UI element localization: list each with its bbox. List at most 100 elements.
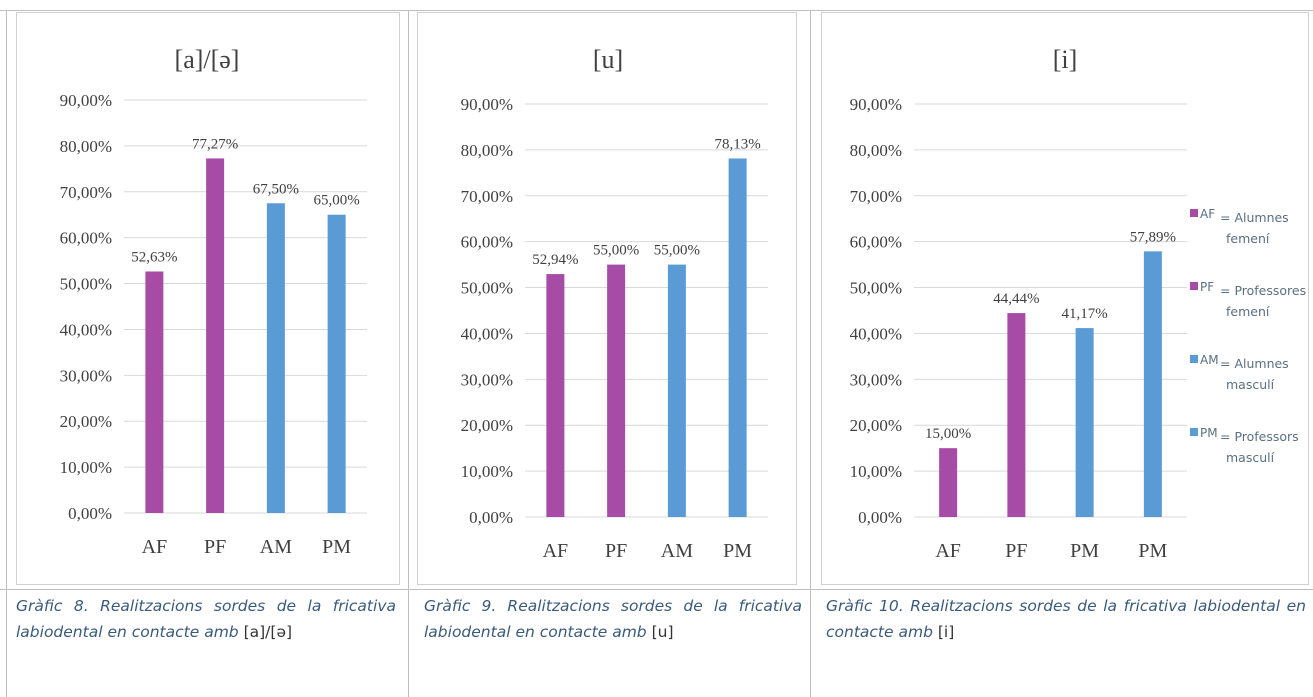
data-label: 65,00% [314,193,360,209]
legend-text: masculí [1226,450,1275,465]
bar [607,264,626,517]
category-label: PF [204,536,226,558]
y-tick-label: 60,00% [60,229,112,248]
y-tick-label: 60,00% [461,233,513,252]
legend-text: = Alumnes [1220,356,1289,371]
legend-code: AM [1200,353,1219,367]
y-tick-label: 10,00% [461,462,513,481]
y-tick-label: 80,00% [850,141,902,160]
legend-code: PM [1200,426,1218,440]
legend-text: femení [1226,231,1270,246]
bar [728,158,747,518]
chart-title: [a]/[ə] [175,45,240,74]
y-tick-label: 70,00% [60,183,112,202]
chart-title: [i] [1053,45,1078,74]
bar [145,271,164,513]
y-tick-label: 40,00% [461,324,513,343]
y-tick-label: 20,00% [60,412,112,431]
y-tick-label: 20,00% [850,416,902,435]
y-tick-label: 0,00% [68,504,112,523]
y-tick-label: 50,00% [461,279,513,298]
category-label: AF [142,536,168,558]
y-tick-label: 20,00% [461,416,513,435]
table-border-top [0,10,1313,11]
caption-text: Gràfic 8. Realitzacions sordes de la fri… [16,597,396,641]
caption-symbol: [u] [651,623,674,641]
y-tick-label: 90,00% [60,91,112,110]
chart-title: [u] [593,45,623,74]
bar [939,448,958,517]
y-tick-label: 90,00% [850,95,902,114]
y-tick-label: 90,00% [461,95,513,114]
category-label: AM [661,540,693,562]
caption-symbol: [i] [937,623,955,641]
chart-panel-a: [a]/[ə] 0,00% 10,00% 20,00% 30,00% 40,00% 50,0… [16,12,400,585]
y-tick-label: 10,00% [850,462,902,481]
legend-swatch [1190,282,1198,290]
caption-text: Gràfic 9. Realitzacions sordes de la fri… [424,597,802,641]
legend-code: PF [1200,280,1214,294]
bar [266,203,285,513]
y-tick-label: 30,00% [60,366,112,385]
legend-text: = Professores [1220,283,1306,298]
bar [206,158,225,513]
y-tick-label: 30,00% [850,370,902,389]
caption-chart-10: Gràfic 10. Realitzacions sordes de la fr… [826,593,1306,645]
y-tick-label: 60,00% [850,233,902,252]
category-label: PF [605,540,627,562]
y-tick-label: 70,00% [850,187,902,206]
legend-code: AF [1200,207,1215,221]
data-label: 44,44% [993,291,1039,307]
y-tick-label: 0,00% [858,508,902,527]
data-label: 15,00% [925,426,971,442]
legend-text: masculí [1226,377,1275,392]
bar [546,274,565,517]
y-tick-label: 40,00% [60,320,112,339]
data-label: 52,63% [131,249,177,265]
chart-panel-i: [i] 0,00% 10,00% 20,00% 30,00% 40,00% 50,00% 60… [821,12,1309,585]
table-border-left [6,10,7,697]
y-tick-label: 10,00% [60,458,112,477]
bar [1143,251,1162,517]
category-label: PM [723,540,752,562]
bar [1007,313,1026,517]
chart-i-svg: [i] 0,00% 10,00% 20,00% 30,00% 40,00% 50,00% 60… [850,45,1307,562]
caption-chart-9: Gràfic 9. Realitzacions sordes de la fri… [424,593,802,645]
y-tick-label: 70,00% [461,187,513,206]
table-divider-2 [810,10,811,697]
chart-u-svg: [u] 0,00% 10,00% 20,00% 30,00% 40,00% 50,00% 60… [461,45,768,562]
legend-swatch [1190,209,1198,217]
data-label: 78,13% [715,136,761,152]
data-label: 52,94% [532,252,578,268]
data-label: 57,89% [1130,229,1176,245]
bar [667,264,686,517]
table-row-divider [0,589,1313,590]
y-tick-label: 50,00% [60,275,112,294]
y-tick-label: 50,00% [850,279,902,298]
category-label: AM [260,536,292,558]
data-label: 77,27% [192,136,238,152]
category-label: PM [1138,540,1167,562]
category-label: PM [1070,540,1099,562]
legend-text: = Professors [1220,429,1299,444]
chart-a-svg: [a]/[ə] 0,00% 10,00% 20,00% 30,00% 40,00% 50,0… [60,45,367,558]
y-tick-label: 40,00% [850,324,902,343]
legend-swatch [1190,355,1198,363]
y-tick-label: 0,00% [469,508,513,527]
data-label: 55,00% [593,243,639,259]
legend-swatch [1190,428,1198,436]
legend-text: femení [1226,304,1270,319]
caption-chart-8: Gràfic 8. Realitzacions sordes de la fri… [16,593,396,645]
y-tick-label: 80,00% [60,137,112,156]
category-label: PF [1005,540,1027,562]
caption-symbol: [a]/[ə] [243,623,293,641]
data-label: 55,00% [654,243,700,259]
category-label: AF [543,540,569,562]
data-label: 67,50% [253,181,299,197]
caption-text: Gràfic 10. Realitzacions sordes de la fr… [826,597,1306,641]
category-label: AF [935,540,961,562]
table-divider-1 [408,10,409,697]
chart-panel-u: [u] 0,00% 10,00% 20,00% 30,00% 40,00% 50,00% 60… [417,12,797,585]
y-tick-label: 30,00% [461,370,513,389]
bar [1075,328,1094,517]
